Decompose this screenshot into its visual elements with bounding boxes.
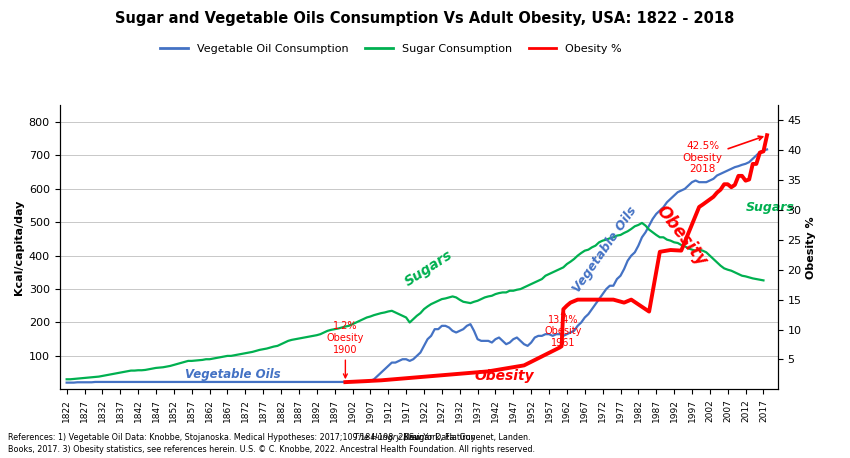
Text: Sugars: Sugars [745,201,795,213]
Text: 1.2%
Obesity
1900: 1.2% Obesity 1900 [326,322,364,378]
Text: New York, Flatiron: New York, Flatiron [401,433,475,442]
Text: References: 1) Vegetable Oil Data: Knobbe, Stojanoska. Medical Hypotheses: 2017;: References: 1) Vegetable Oil Data: Knobb… [8,433,534,442]
Legend: Vegetable Oil Consumption, Sugar Consumption, Obesity %: Vegetable Oil Consumption, Sugar Consump… [156,40,626,59]
Text: Vegetable Oils: Vegetable Oils [184,368,280,381]
Text: Books, 2017. 3) Obesity statistics, see references herein. U.S. © C. Knobbe, 202: Books, 2017. 3) Obesity statistics, see … [8,445,536,454]
Text: Obesity: Obesity [474,369,534,383]
Text: Obesity: Obesity [653,202,711,270]
Text: Sugars: Sugars [403,247,456,289]
Y-axis label: Kcal/capita/day: Kcal/capita/day [14,200,25,295]
Text: The Hungry Brain.: The Hungry Brain. [354,433,427,442]
Text: 42.5%
Obesity
2018: 42.5% Obesity 2018 [683,136,762,174]
Y-axis label: Obesity %: Obesity % [806,216,816,278]
Text: Vegetable Oils: Vegetable Oils [570,205,639,295]
Text: 13.4%
Obesity
1961: 13.4% Obesity 1961 [545,311,582,348]
Text: Sugar and Vegetable Oils Consumption Vs Adult Obesity, USA: 1822 - 2018: Sugar and Vegetable Oils Consumption Vs … [116,11,734,27]
